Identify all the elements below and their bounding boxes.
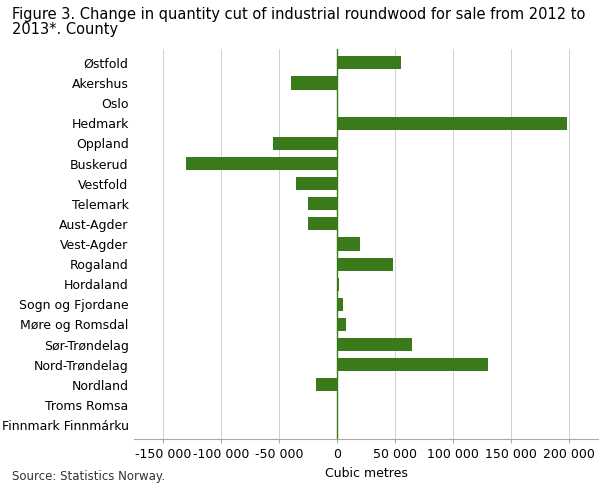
Text: 2013*. County: 2013*. County [12, 22, 118, 37]
Text: Figure 3. Change in quantity cut of industrial roundwood for sale from 2012 to: Figure 3. Change in quantity cut of indu… [12, 7, 586, 22]
X-axis label: Cubic metres: Cubic metres [325, 467, 407, 480]
Bar [337, 117, 567, 130]
Bar [290, 77, 337, 90]
Bar [308, 197, 337, 210]
Bar [337, 258, 393, 271]
Bar [316, 378, 337, 391]
Bar [337, 238, 360, 250]
Bar [337, 56, 401, 69]
Bar [337, 97, 338, 110]
Bar [337, 318, 346, 331]
Bar [337, 278, 339, 291]
Bar [186, 157, 337, 170]
Text: Source: Statistics Norway.: Source: Statistics Norway. [12, 470, 165, 483]
Bar [337, 298, 343, 311]
Bar [296, 177, 337, 190]
Bar [273, 137, 337, 150]
Bar [337, 358, 488, 371]
Bar [308, 217, 337, 230]
Bar [337, 338, 412, 351]
